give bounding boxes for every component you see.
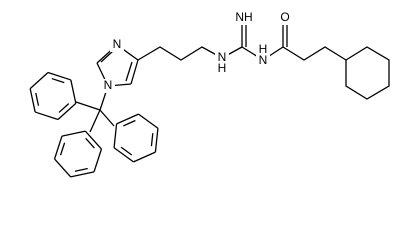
label-bg <box>110 38 124 52</box>
bond <box>85 137 95 149</box>
bond <box>120 146 133 156</box>
bond <box>58 103 70 113</box>
bond <box>99 109 115 127</box>
bond <box>54 158 72 178</box>
atom-label: O <box>280 10 289 24</box>
bonds <box>29 24 390 178</box>
atom-label: H <box>259 42 268 56</box>
ring <box>345 46 390 100</box>
label-bg <box>279 12 291 25</box>
bond <box>113 123 118 148</box>
bond <box>34 111 59 121</box>
bond <box>130 59 139 85</box>
bond <box>123 119 136 127</box>
bond <box>100 50 114 63</box>
bond <box>133 151 156 163</box>
bond <box>137 46 223 61</box>
label-bg <box>256 48 270 67</box>
structure: N N NH N H H N O <box>29 10 390 178</box>
bond <box>154 128 159 153</box>
bond <box>138 113 159 129</box>
bond <box>35 92 40 106</box>
bond <box>70 171 95 178</box>
bond <box>116 113 139 125</box>
bond <box>282 46 347 61</box>
atom-label: N <box>104 78 113 92</box>
atom-label: NH <box>235 10 252 24</box>
label-bg <box>234 12 254 25</box>
bond <box>53 135 63 160</box>
bond <box>84 130 102 150</box>
bond <box>74 167 88 172</box>
atom-label: N <box>259 53 268 67</box>
atom-label: H <box>218 61 227 75</box>
bond <box>57 102 77 120</box>
bond <box>51 77 65 84</box>
label-bg <box>215 52 229 74</box>
bond <box>113 147 134 163</box>
bond <box>29 72 49 90</box>
bond <box>29 88 36 113</box>
bond <box>47 71 72 81</box>
atom-label: N <box>218 50 227 64</box>
bond <box>125 61 133 82</box>
label-bg <box>101 79 115 93</box>
bond <box>59 142 66 156</box>
bond <box>150 133 154 147</box>
bond <box>93 148 103 173</box>
bond <box>89 109 101 133</box>
bond <box>61 130 86 137</box>
bond <box>75 101 101 111</box>
bond <box>70 79 77 104</box>
atom-label: N <box>113 37 122 51</box>
